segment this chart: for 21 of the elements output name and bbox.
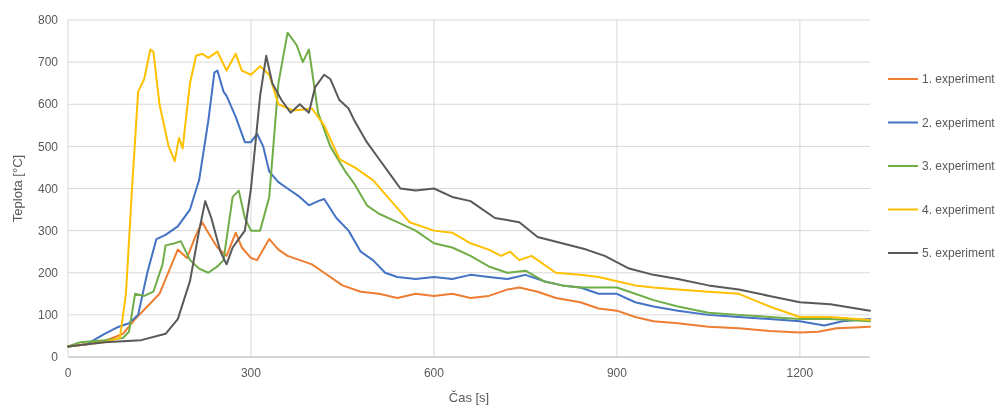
x-axis-title: Čas [s] <box>448 390 490 405</box>
legend-label: 5. experiment <box>922 246 996 261</box>
y-tick-label: 700 <box>37 55 59 70</box>
x-tick-label: 600 <box>423 366 445 380</box>
y-tick-label: 0 <box>51 350 59 365</box>
y-tick-label: 100 <box>37 308 59 323</box>
legend-label: 3. experiment <box>922 159 996 174</box>
y-tick-label: 200 <box>37 265 59 280</box>
y-tick-label: 800 <box>37 13 59 28</box>
legend-label: 1. experiment <box>922 72 996 87</box>
y-tick-label: 400 <box>37 181 59 196</box>
x-tick-label: 1200 <box>786 366 814 380</box>
y-tick-label: 600 <box>37 97 59 112</box>
x-tick-label: 300 <box>240 366 262 380</box>
y-axis-title: Teplota [°C] <box>10 154 25 223</box>
y-tick-label: 300 <box>37 223 59 238</box>
x-tick-label: 900 <box>606 366 628 380</box>
x-tick-label: 0 <box>64 366 72 380</box>
legend-label: 4. experiment <box>922 202 996 217</box>
y-tick-label: 500 <box>37 139 59 154</box>
legend-label: 2. experiment <box>922 115 996 130</box>
